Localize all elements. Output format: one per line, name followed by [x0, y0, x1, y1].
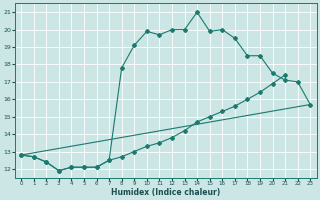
X-axis label: Humidex (Indice chaleur): Humidex (Indice chaleur)	[111, 188, 220, 197]
